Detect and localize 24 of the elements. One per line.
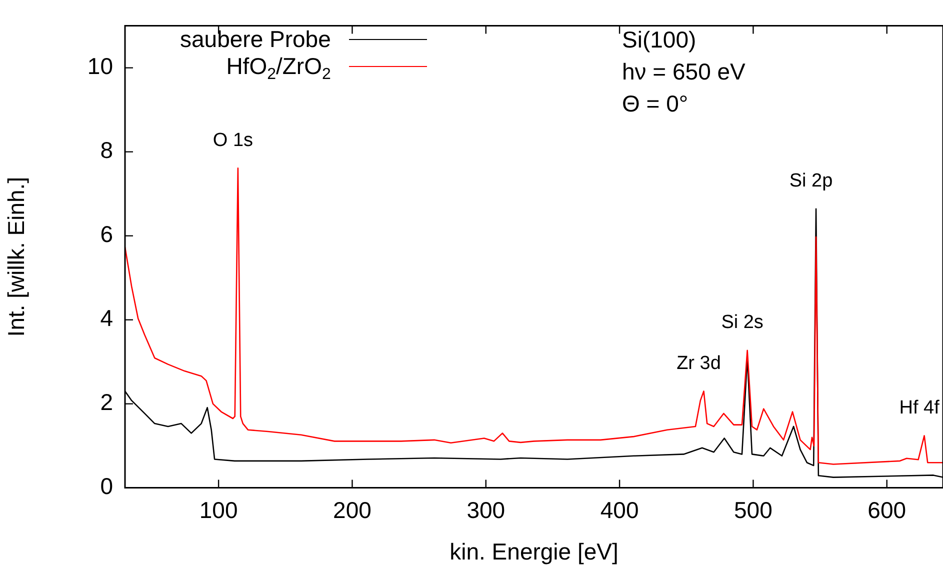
x-tick-label: 300 [466,496,506,523]
annotation: Hf 4f [899,397,940,418]
annotation: Si 2s [721,312,764,334]
annotation: Si(100) [622,26,696,52]
y-tick-label: 2 [100,389,113,416]
x-axis-title: kin. Energie [eV] [450,538,618,565]
y-tick-label: 8 [100,137,113,164]
x-tick-label: 500 [734,496,772,523]
legend-label: saubere Probe [180,26,331,53]
annotation: O 1s [212,130,254,151]
annotation: Si 2p [789,170,833,192]
y-axis-title: Int. [willk. Einh.] [3,176,30,337]
annotation: hν = 650 eV [622,58,746,84]
annotation: Zr 3d [676,352,721,374]
y-tick-label: 10 [87,53,113,80]
annotation: Θ = 0° [622,90,688,116]
x-tick-label: 100 [199,496,238,523]
x-tick-label: 600 [868,496,906,523]
x-tick-label: 200 [333,496,372,523]
x-tick-label: 400 [600,496,639,523]
legend-label: HfO$_{2}$/ZrO$_{2}$ [226,53,331,83]
y-tick-label: 4 [100,305,114,332]
y-tick-label: 0 [100,473,113,500]
y-tick-label: 6 [100,221,113,248]
